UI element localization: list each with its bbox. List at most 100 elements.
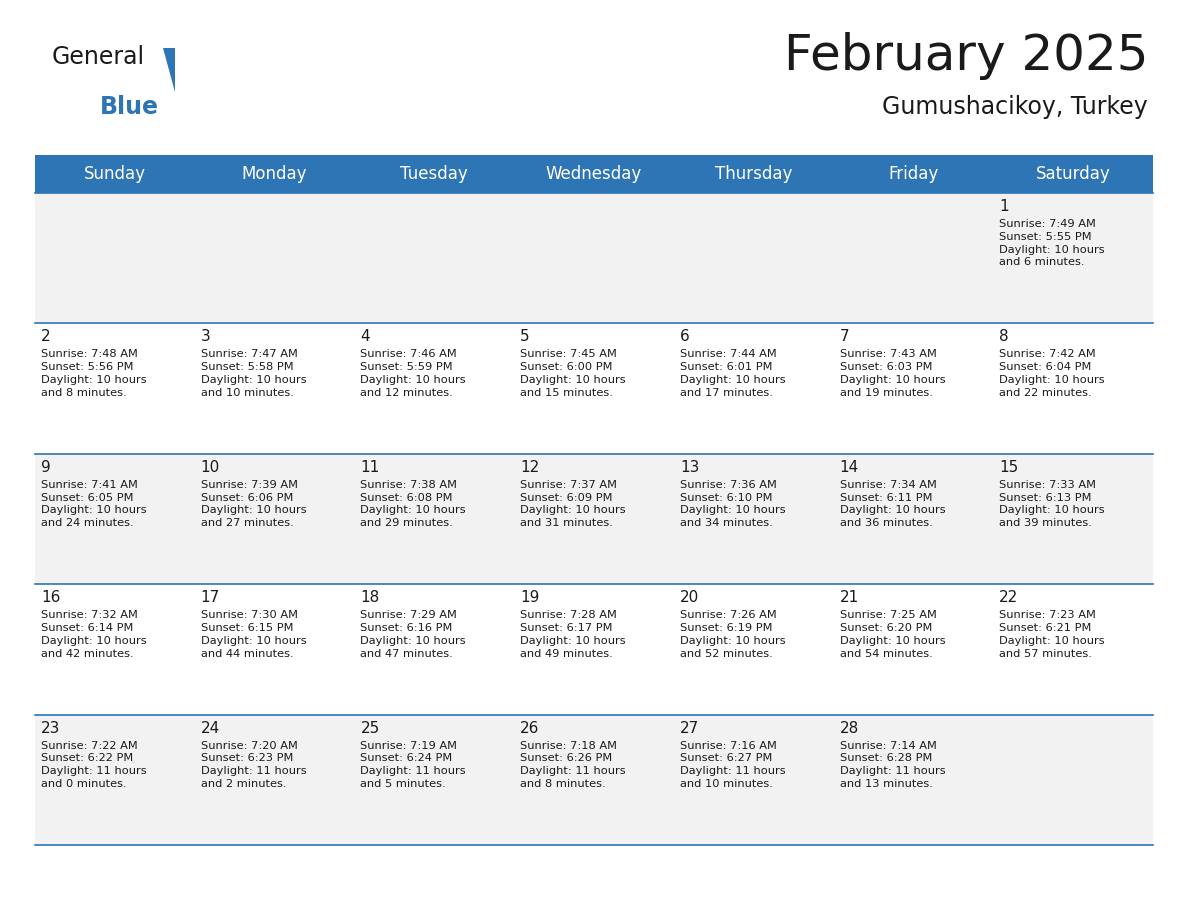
Text: Sunrise: 7:43 AM
Sunset: 6:03 PM
Daylight: 10 hours
and 19 minutes.: Sunrise: 7:43 AM Sunset: 6:03 PM Dayligh…	[840, 350, 946, 397]
Text: 5: 5	[520, 330, 530, 344]
Bar	[354, 714, 514, 845]
Text: Sunrise: 7:29 AM
Sunset: 6:16 PM
Daylight: 10 hours
and 47 minutes.: Sunrise: 7:29 AM Sunset: 6:16 PM Dayligh…	[360, 610, 466, 658]
Bar	[354, 193, 514, 323]
Bar	[993, 155, 1154, 193]
Text: 21: 21	[840, 590, 859, 605]
Text: Sunrise: 7:41 AM
Sunset: 6:05 PM
Daylight: 10 hours
and 24 minutes.: Sunrise: 7:41 AM Sunset: 6:05 PM Dayligh…	[42, 480, 146, 528]
Bar	[834, 584, 993, 714]
Text: Sunrise: 7:16 AM
Sunset: 6:27 PM
Daylight: 11 hours
and 10 minutes.: Sunrise: 7:16 AM Sunset: 6:27 PM Dayligh…	[680, 741, 785, 789]
Text: Sunrise: 7:30 AM
Sunset: 6:15 PM
Daylight: 10 hours
and 44 minutes.: Sunrise: 7:30 AM Sunset: 6:15 PM Dayligh…	[201, 610, 307, 658]
Text: Sunrise: 7:26 AM
Sunset: 6:19 PM
Daylight: 10 hours
and 52 minutes.: Sunrise: 7:26 AM Sunset: 6:19 PM Dayligh…	[680, 610, 785, 658]
Bar	[993, 453, 1154, 584]
Text: Monday: Monday	[242, 165, 308, 183]
Text: 2: 2	[42, 330, 51, 344]
Text: Gumushacikoy, Turkey: Gumushacikoy, Turkey	[883, 95, 1148, 119]
Text: Sunrise: 7:23 AM
Sunset: 6:21 PM
Daylight: 10 hours
and 57 minutes.: Sunrise: 7:23 AM Sunset: 6:21 PM Dayligh…	[999, 610, 1105, 658]
Bar	[34, 193, 195, 323]
Bar	[674, 155, 834, 193]
Text: 7: 7	[840, 330, 849, 344]
Text: 28: 28	[840, 721, 859, 735]
Bar	[993, 714, 1154, 845]
Text: Sunrise: 7:18 AM
Sunset: 6:26 PM
Daylight: 11 hours
and 8 minutes.: Sunrise: 7:18 AM Sunset: 6:26 PM Dayligh…	[520, 741, 626, 789]
Bar	[514, 584, 674, 714]
Bar	[354, 584, 514, 714]
Bar	[834, 714, 993, 845]
Text: Sunrise: 7:32 AM
Sunset: 6:14 PM
Daylight: 10 hours
and 42 minutes.: Sunrise: 7:32 AM Sunset: 6:14 PM Dayligh…	[42, 610, 146, 658]
Text: 1: 1	[999, 199, 1009, 214]
Bar	[514, 714, 674, 845]
Text: February 2025: February 2025	[784, 32, 1148, 80]
Text: 14: 14	[840, 460, 859, 475]
Bar	[195, 155, 354, 193]
Text: Sunrise: 7:22 AM
Sunset: 6:22 PM
Daylight: 11 hours
and 0 minutes.: Sunrise: 7:22 AM Sunset: 6:22 PM Dayligh…	[42, 741, 146, 789]
Bar	[34, 323, 195, 453]
Text: 4: 4	[360, 330, 369, 344]
Bar	[993, 193, 1154, 323]
Text: Saturday: Saturday	[1036, 165, 1111, 183]
Text: 3: 3	[201, 330, 210, 344]
Bar	[195, 714, 354, 845]
Bar	[354, 323, 514, 453]
Bar	[674, 714, 834, 845]
Bar	[674, 193, 834, 323]
Bar	[514, 323, 674, 453]
Text: Sunrise: 7:37 AM
Sunset: 6:09 PM
Daylight: 10 hours
and 31 minutes.: Sunrise: 7:37 AM Sunset: 6:09 PM Dayligh…	[520, 480, 626, 528]
Text: 11: 11	[360, 460, 380, 475]
Bar	[354, 155, 514, 193]
Text: 9: 9	[42, 460, 51, 475]
Text: 24: 24	[201, 721, 220, 735]
Bar	[34, 714, 195, 845]
Bar	[195, 193, 354, 323]
Text: Sunrise: 7:33 AM
Sunset: 6:13 PM
Daylight: 10 hours
and 39 minutes.: Sunrise: 7:33 AM Sunset: 6:13 PM Dayligh…	[999, 480, 1105, 528]
Text: 16: 16	[42, 590, 61, 605]
Text: 26: 26	[520, 721, 539, 735]
Text: 13: 13	[680, 460, 700, 475]
Text: General: General	[52, 45, 145, 69]
Bar	[354, 453, 514, 584]
Text: 22: 22	[999, 590, 1018, 605]
Text: Sunrise: 7:14 AM
Sunset: 6:28 PM
Daylight: 11 hours
and 13 minutes.: Sunrise: 7:14 AM Sunset: 6:28 PM Dayligh…	[840, 741, 946, 789]
Text: Sunrise: 7:38 AM
Sunset: 6:08 PM
Daylight: 10 hours
and 29 minutes.: Sunrise: 7:38 AM Sunset: 6:08 PM Dayligh…	[360, 480, 466, 528]
Text: 18: 18	[360, 590, 380, 605]
Text: Thursday: Thursday	[715, 165, 792, 183]
Polygon shape	[163, 48, 175, 92]
Bar	[674, 453, 834, 584]
Bar	[993, 323, 1154, 453]
Text: 25: 25	[360, 721, 380, 735]
Bar	[993, 584, 1154, 714]
Text: Sunrise: 7:42 AM
Sunset: 6:04 PM
Daylight: 10 hours
and 22 minutes.: Sunrise: 7:42 AM Sunset: 6:04 PM Dayligh…	[999, 350, 1105, 397]
Bar	[834, 193, 993, 323]
Text: 19: 19	[520, 590, 539, 605]
Bar	[195, 323, 354, 453]
Text: Sunrise: 7:36 AM
Sunset: 6:10 PM
Daylight: 10 hours
and 34 minutes.: Sunrise: 7:36 AM Sunset: 6:10 PM Dayligh…	[680, 480, 785, 528]
Text: Sunrise: 7:49 AM
Sunset: 5:55 PM
Daylight: 10 hours
and 6 minutes.: Sunrise: 7:49 AM Sunset: 5:55 PM Dayligh…	[999, 219, 1105, 267]
Text: Sunrise: 7:28 AM
Sunset: 6:17 PM
Daylight: 10 hours
and 49 minutes.: Sunrise: 7:28 AM Sunset: 6:17 PM Dayligh…	[520, 610, 626, 658]
Bar	[34, 584, 195, 714]
Text: 15: 15	[999, 460, 1018, 475]
Bar	[514, 155, 674, 193]
Bar	[514, 453, 674, 584]
Text: Blue: Blue	[100, 95, 159, 119]
Bar	[34, 453, 195, 584]
Bar	[514, 193, 674, 323]
Bar	[195, 584, 354, 714]
Text: 10: 10	[201, 460, 220, 475]
Text: Sunrise: 7:25 AM
Sunset: 6:20 PM
Daylight: 10 hours
and 54 minutes.: Sunrise: 7:25 AM Sunset: 6:20 PM Dayligh…	[840, 610, 946, 658]
Bar	[834, 323, 993, 453]
Text: Sunrise: 7:39 AM
Sunset: 6:06 PM
Daylight: 10 hours
and 27 minutes.: Sunrise: 7:39 AM Sunset: 6:06 PM Dayligh…	[201, 480, 307, 528]
Bar	[674, 323, 834, 453]
Text: 6: 6	[680, 330, 689, 344]
Text: 12: 12	[520, 460, 539, 475]
Text: Sunrise: 7:48 AM
Sunset: 5:56 PM
Daylight: 10 hours
and 8 minutes.: Sunrise: 7:48 AM Sunset: 5:56 PM Dayligh…	[42, 350, 146, 397]
Text: 27: 27	[680, 721, 699, 735]
Bar	[834, 155, 993, 193]
Bar	[34, 155, 195, 193]
Text: 17: 17	[201, 590, 220, 605]
Bar	[834, 453, 993, 584]
Text: Sunrise: 7:45 AM
Sunset: 6:00 PM
Daylight: 10 hours
and 15 minutes.: Sunrise: 7:45 AM Sunset: 6:00 PM Dayligh…	[520, 350, 626, 397]
Text: Tuesday: Tuesday	[400, 165, 468, 183]
Text: Wednesday: Wednesday	[545, 165, 643, 183]
Text: Sunrise: 7:46 AM
Sunset: 5:59 PM
Daylight: 10 hours
and 12 minutes.: Sunrise: 7:46 AM Sunset: 5:59 PM Dayligh…	[360, 350, 466, 397]
Bar	[195, 453, 354, 584]
Text: Sunrise: 7:20 AM
Sunset: 6:23 PM
Daylight: 11 hours
and 2 minutes.: Sunrise: 7:20 AM Sunset: 6:23 PM Dayligh…	[201, 741, 307, 789]
